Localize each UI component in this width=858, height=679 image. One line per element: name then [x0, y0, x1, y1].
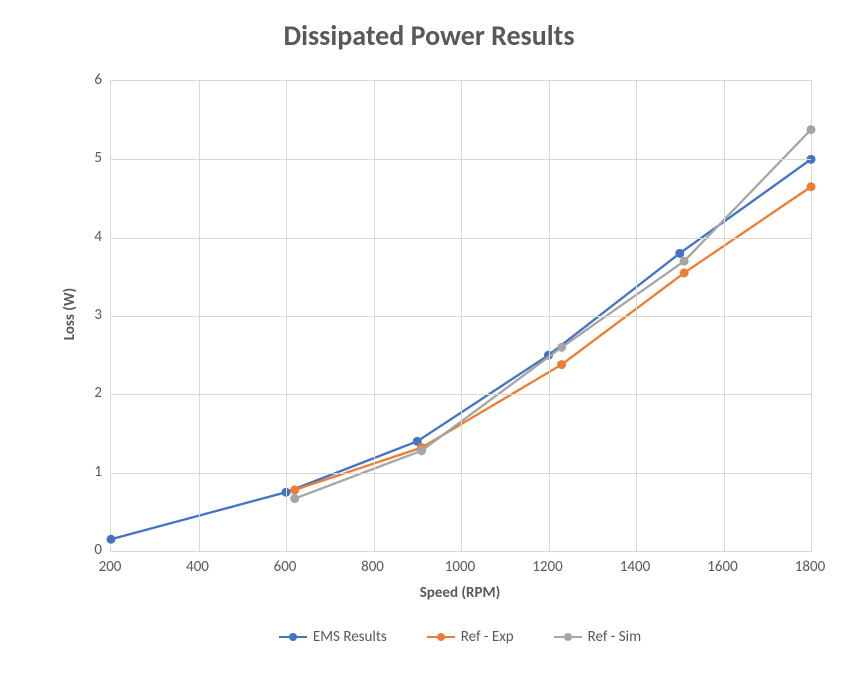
x-tick-label: 600 [274, 558, 297, 576]
series-marker [680, 257, 689, 266]
series-marker [807, 182, 816, 191]
gridline-horizontal [111, 473, 811, 474]
legend-label: Ref - Exp [461, 628, 514, 646]
legend: EMS Results Ref - Exp Ref - Sim [110, 628, 810, 646]
y-tick-label: 6 [82, 71, 102, 89]
legend-label: EMS Results [313, 628, 387, 646]
x-axis-label: Speed (RPM) [110, 584, 810, 602]
legend-label: Ref - Sim [588, 628, 641, 646]
y-tick-label: 5 [82, 149, 102, 167]
series-marker [557, 360, 566, 369]
series-marker [417, 446, 426, 455]
y-tick-label: 1 [82, 463, 102, 481]
series-marker [680, 268, 689, 277]
gridline-horizontal [111, 238, 811, 239]
y-tick-label: 2 [82, 384, 102, 402]
chart-container: Dissipated Power Results 200 400 600 800 100… [0, 0, 858, 679]
series-marker [807, 125, 816, 134]
y-tick-label: 4 [82, 228, 102, 246]
x-tick-label: 800 [361, 558, 384, 576]
y-axis-label: Loss (W) [61, 264, 79, 364]
y-tick-label: 0 [82, 541, 102, 559]
series-marker [290, 494, 299, 503]
series-marker [557, 343, 566, 352]
legend-item: EMS Results [279, 628, 387, 646]
series-marker [675, 249, 684, 258]
x-tick-label: 1000 [445, 558, 475, 576]
chart-title: Dissipated Power Results [0, 18, 858, 53]
series-marker [107, 535, 116, 544]
x-tick-label: 1400 [620, 558, 650, 576]
plot-area [110, 80, 812, 552]
legend-item: Ref - Exp [427, 628, 514, 646]
x-tick-label: 1200 [532, 558, 562, 576]
series-marker [290, 485, 299, 494]
series-line [295, 187, 811, 490]
x-tick-label: 400 [186, 558, 209, 576]
y-tick-label: 3 [82, 306, 102, 324]
gridline-horizontal [111, 394, 811, 395]
x-tick-label: 200 [99, 558, 122, 576]
x-tick-label: 1800 [795, 558, 825, 576]
series-line [295, 130, 811, 499]
legend-item: Ref - Sim [554, 628, 641, 646]
legend-swatch [279, 632, 307, 642]
x-tick-label: 1600 [707, 558, 737, 576]
legend-swatch [554, 632, 582, 642]
gridline-horizontal [111, 316, 811, 317]
legend-swatch [427, 632, 455, 642]
gridline-horizontal [111, 159, 811, 160]
